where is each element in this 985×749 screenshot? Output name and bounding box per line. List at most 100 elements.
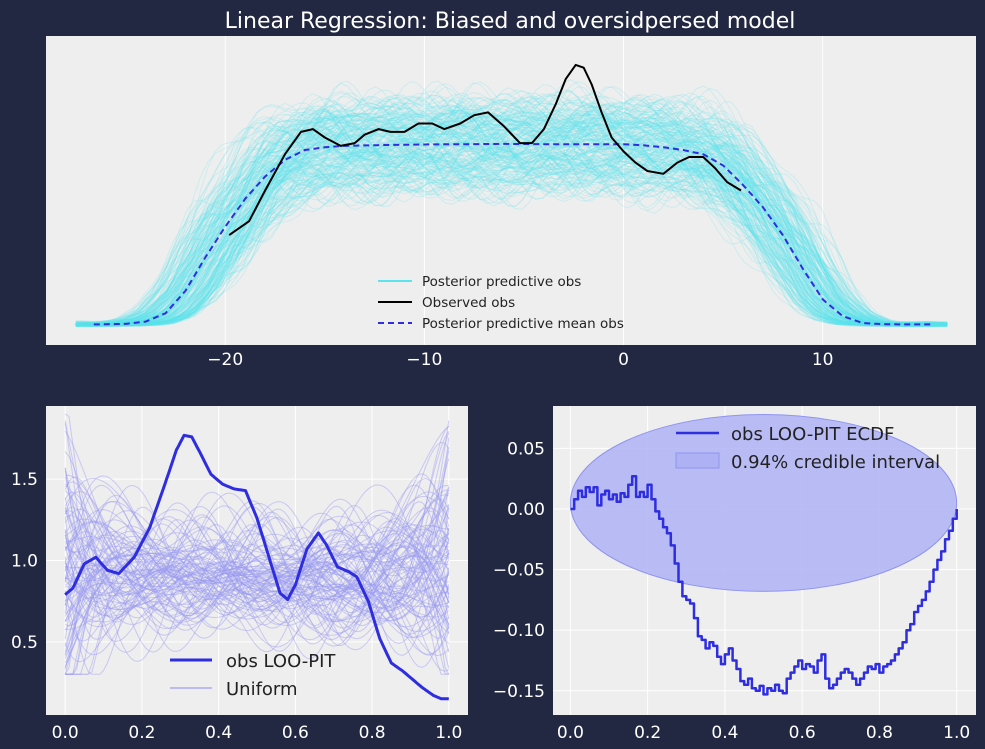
ax3-ytick-label: 0.00 xyxy=(507,500,545,520)
ax1-curves xyxy=(75,63,948,328)
posterior-predictive-line xyxy=(75,103,948,325)
posterior-predictive-line xyxy=(75,161,948,327)
ax3-legend-label: obs LOO-PIT ECDF xyxy=(731,424,894,445)
posterior-predictive-line xyxy=(75,95,948,327)
posterior-predictive-line xyxy=(75,161,948,327)
ax3-ytick-label: 0.05 xyxy=(507,439,545,459)
posterior-predictive-line xyxy=(75,86,948,327)
posterior-predictive-line xyxy=(75,142,948,326)
posterior-predictive-line xyxy=(75,116,948,326)
posterior-predictive-line xyxy=(75,132,948,328)
ax2-ytick-label: 1.0 xyxy=(11,552,38,572)
posterior-predictive-line xyxy=(75,144,948,326)
uniform-line xyxy=(64,425,450,675)
loo-pit-line xyxy=(64,433,449,701)
ax2-ytick-label: 0.5 xyxy=(11,633,38,653)
posterior-predictive-line xyxy=(75,164,948,327)
uniform-line xyxy=(65,546,450,627)
posterior-predictive-line xyxy=(75,113,948,326)
posterior-predictive-line xyxy=(75,130,948,326)
posterior-predictive-line xyxy=(75,137,948,327)
posterior-predictive-line xyxy=(75,160,948,326)
posterior-predictive-line xyxy=(75,152,948,326)
posterior-predictive-line xyxy=(75,96,948,326)
uniform-line xyxy=(64,470,450,609)
posterior-predictive-line xyxy=(75,122,948,325)
uniform-line xyxy=(64,556,450,642)
posterior-predictive-line xyxy=(75,145,948,328)
uniform-line xyxy=(64,498,450,618)
posterior-predictive-line xyxy=(75,82,948,326)
ax3-ytick-label: −0.05 xyxy=(493,561,545,581)
uniform-line xyxy=(65,539,450,675)
posterior-predictive-line xyxy=(75,116,948,326)
posterior-predictive-line xyxy=(75,104,948,326)
posterior-predictive-line xyxy=(75,119,948,327)
uniform-line xyxy=(64,553,449,656)
posterior-predictive-line xyxy=(75,146,948,326)
uniform-line xyxy=(64,555,450,628)
posterior-predictive-line xyxy=(75,146,948,326)
ax3-legend-label: 0.94% credible interval xyxy=(731,452,940,473)
loo-pit-kde-panel: 0.0 0.2 0.4 0.6 0.8 1.0 0.5 1.0 1.5 obs LOO-PIT Un… xyxy=(11,406,468,743)
posterior-predictive-line xyxy=(75,164,948,327)
uniform-line xyxy=(64,450,450,629)
uniform-line xyxy=(64,533,450,655)
uniform-line xyxy=(64,528,450,647)
posterior-predictive-line xyxy=(75,148,948,328)
posterior-predictive-line xyxy=(75,134,948,326)
posterior-predictive-line xyxy=(75,93,948,325)
ax2-xtick-label: 0.6 xyxy=(282,723,309,743)
uniform-line xyxy=(64,546,450,618)
posterior-predictive-line xyxy=(75,135,948,327)
posterior-predictive-line xyxy=(75,133,948,327)
posterior-predictive-line xyxy=(75,97,948,327)
posterior-predictive-line xyxy=(75,163,948,327)
posterior-predictive-line xyxy=(75,93,948,325)
ax1-background xyxy=(46,36,976,345)
posterior-predictive-line xyxy=(75,113,948,325)
posterior-predictive-line xyxy=(75,122,948,326)
posterior-predictive-line xyxy=(75,137,948,326)
posterior-predictive-line xyxy=(75,131,948,327)
posterior-predictive-line xyxy=(75,118,948,326)
uniform-line xyxy=(64,508,449,606)
uniform-line xyxy=(64,526,449,675)
posterior-predictive-line xyxy=(75,152,948,328)
posterior-predictive-line xyxy=(75,96,948,325)
uniform-line xyxy=(64,484,450,626)
uniform-line xyxy=(65,441,450,611)
posterior-predictive-line xyxy=(75,138,948,327)
posterior-predictive-line xyxy=(75,134,948,327)
uniform-line xyxy=(65,485,450,675)
ax3-ytick-label: −0.15 xyxy=(493,682,545,702)
uniform-line xyxy=(64,490,450,638)
posterior-predictive-line xyxy=(75,133,948,327)
posterior-predictive-line xyxy=(75,120,948,326)
uniform-line xyxy=(64,447,450,640)
posterior-predictive-line xyxy=(75,138,948,326)
posterior-predictive-line xyxy=(75,136,948,327)
posterior-predictive-line xyxy=(75,145,948,328)
uniform-line xyxy=(64,430,450,657)
posterior-predictive-line xyxy=(75,123,948,327)
posterior-predictive-line xyxy=(75,154,948,327)
posterior-predictive-line xyxy=(75,136,948,326)
uniform-line xyxy=(64,525,450,670)
posterior-predictive-line xyxy=(75,119,948,326)
posterior-predictive-line xyxy=(75,164,948,327)
posterior-predictive-line xyxy=(75,135,948,327)
posterior-predictive-line xyxy=(75,136,948,327)
posterior-predictive-line xyxy=(75,112,948,325)
posterior-predictive-line xyxy=(75,158,948,327)
posterior-predictive-line xyxy=(75,148,948,328)
posterior-predictive-line xyxy=(75,93,948,326)
uniform-line xyxy=(65,484,449,603)
posterior-predictive-line xyxy=(75,123,948,326)
ax3-xtick-label: 0.4 xyxy=(711,723,738,743)
posterior-predictive-line xyxy=(75,151,948,328)
posterior-predictive-line xyxy=(75,118,948,327)
posterior-predictive-line xyxy=(75,110,948,326)
posterior-predictive-line xyxy=(75,109,948,327)
